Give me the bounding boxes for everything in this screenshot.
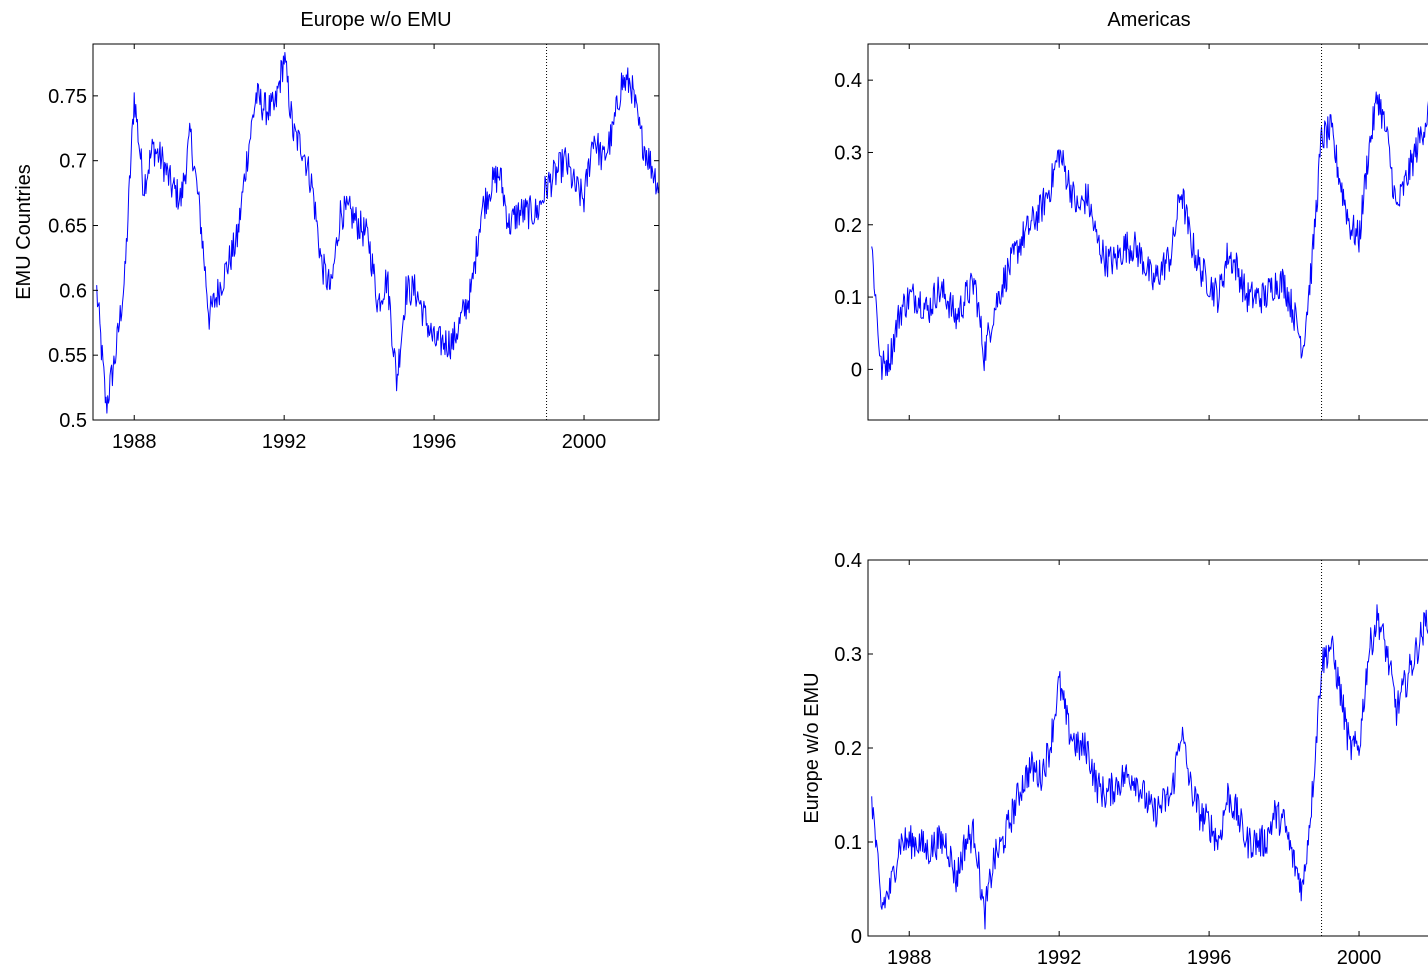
x-tick-label: 1992	[1037, 947, 1082, 969]
y-tick-label: 0.65	[48, 216, 87, 238]
chart-panel-europe-wo-emu: 1988 1992 1996 2000 0.5 0.55 0.6 0.65 0.7 0.75 Eur…	[13, 9, 660, 453]
series-line	[871, 604, 1428, 930]
y-tick-label: 0.1	[834, 287, 862, 309]
axes-box	[867, 43, 1428, 421]
axes-box	[867, 559, 1428, 937]
x-tick-label: 1996	[412, 431, 457, 453]
y-tick-label: 0.5	[59, 410, 87, 432]
x-tick-label: 2000	[1337, 947, 1382, 969]
y-tick-label: 0.3	[834, 142, 862, 164]
y-tick-label: 0.3	[834, 644, 862, 666]
chart-title: Europe w/o EMU	[300, 9, 451, 31]
x-tick-label: 1996	[1187, 947, 1232, 969]
chart-title: Americas	[1107, 9, 1190, 31]
y-tick-label: 0.7	[59, 151, 87, 173]
series-line	[871, 91, 1428, 380]
chart-panel-europe-wo-emu-vs-emu: 1988 1992 1996 2000 0 0.1 0.2 0.3 0.4 Europe w/o …	[801, 550, 1428, 969]
x-tick-label: 1988	[887, 947, 932, 969]
y-tick-label: 0	[851, 926, 862, 948]
y-tick-label: 0.4	[834, 550, 862, 572]
axes-box	[92, 43, 660, 421]
y-tick-label: 0.2	[834, 738, 862, 760]
y-axis-label: EMU Countries	[13, 164, 35, 300]
y-tick-label: 0.4	[834, 70, 862, 92]
series-line	[96, 52, 659, 414]
y-tick-label: 0	[851, 359, 862, 381]
x-tick-label: 1992	[262, 431, 307, 453]
y-tick-label: 0.2	[834, 215, 862, 237]
y-tick-label: 0.1	[834, 832, 862, 854]
chart-panel-americas: 0 0.1 0.2 0.3 0.4 Americas	[834, 9, 1428, 421]
x-tick-label: 2000	[562, 431, 607, 453]
x-tick-label: 1988	[112, 431, 157, 453]
y-tick-label: 0.6	[59, 280, 87, 302]
y-tick-label: 0.55	[48, 345, 87, 367]
y-axis-label: Europe w/o EMU	[801, 672, 823, 823]
y-tick-label: 0.75	[48, 86, 87, 108]
